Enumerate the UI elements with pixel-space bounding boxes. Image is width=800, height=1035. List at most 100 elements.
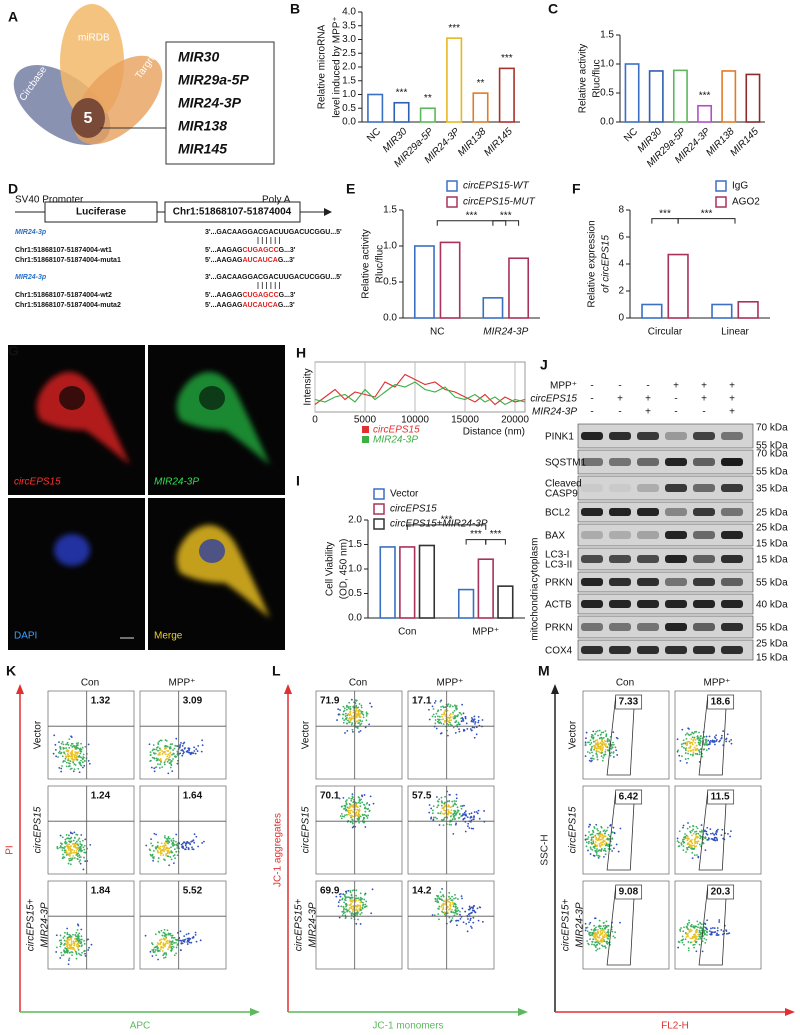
event-dot: [604, 847, 606, 850]
event-dot: [612, 935, 615, 938]
event-dot: [587, 849, 589, 852]
event-dot: [186, 943, 189, 945]
event-dot: [585, 731, 588, 734]
event-dot: [68, 957, 71, 960]
event-dot: [458, 816, 461, 819]
event-dot: [472, 916, 475, 919]
event-dot: [449, 705, 451, 708]
event-dot: [456, 924, 458, 927]
event-dot: [599, 748, 602, 751]
condition-sign: -: [590, 407, 593, 418]
event-dot: [592, 840, 595, 843]
event-dot: [690, 738, 693, 740]
x-tick-label: MPP⁺: [472, 627, 499, 638]
event-dot: [442, 824, 445, 827]
event-dot: [705, 830, 708, 833]
event-dot: [701, 830, 704, 833]
x-tick-label: MIR24-3P: [483, 327, 528, 338]
event-dot: [441, 887, 443, 890]
event-dot: [600, 838, 603, 841]
event-dot: [708, 741, 711, 743]
event-dot: [160, 938, 163, 941]
event-dot: [596, 756, 599, 758]
event-dot: [63, 950, 66, 953]
event-dot: [57, 756, 59, 758]
event-dot: [677, 749, 679, 752]
event-dot: [70, 836, 73, 839]
event-dot: [471, 719, 473, 722]
event-dot: [66, 753, 69, 756]
event-dot: [355, 708, 358, 710]
event-dot: [449, 806, 452, 809]
event-dot: [704, 829, 706, 832]
event-dot: [697, 736, 700, 739]
event-dot: [463, 729, 466, 732]
panel-label: A: [8, 9, 18, 25]
sequence-part: G...3': [278, 257, 295, 264]
event-dot: [156, 947, 159, 950]
mirna-name: MIR30: [178, 49, 219, 65]
event-dot: [448, 805, 450, 807]
event-dot: [698, 753, 701, 756]
event-dot: [186, 751, 189, 753]
event-dot: [350, 798, 353, 800]
kda-marker: 25 kDa: [756, 639, 788, 650]
event-dot: [698, 931, 701, 934]
event-dot: [68, 852, 70, 855]
event-dot: [604, 753, 607, 756]
event-dot: [474, 722, 476, 725]
event-dot: [152, 744, 155, 746]
event-dot: [683, 943, 685, 946]
event-dot: [692, 748, 695, 751]
event-dot: [589, 934, 591, 937]
event-dot: [462, 712, 465, 715]
band: [581, 555, 603, 563]
event-dot: [462, 817, 465, 820]
fraction-label: mitochondria: [530, 583, 541, 641]
event-dot: [608, 838, 611, 840]
event-dot: [169, 766, 172, 769]
event-dot: [603, 755, 605, 757]
event-dot: [194, 933, 197, 936]
event-dot: [75, 833, 78, 836]
event-dot: [589, 739, 592, 742]
event-dot: [154, 752, 157, 755]
event-dot: [599, 733, 602, 736]
event-dot: [170, 941, 173, 944]
event-dot: [679, 760, 682, 762]
event-dot: [437, 812, 440, 815]
event-dot: [62, 937, 65, 939]
event-dot: [371, 888, 374, 891]
event-dot: [599, 925, 602, 928]
sequence-part: 5'...AAGAG: [205, 257, 243, 264]
event-dot: [186, 939, 189, 942]
event-dot: [452, 813, 455, 816]
y-axis-label: Rluc/fluc: [375, 245, 386, 283]
protein-label: PINK1: [545, 432, 574, 443]
event-dot: [447, 809, 450, 811]
event-dot: [463, 804, 465, 807]
event-dot: [351, 819, 354, 821]
band: [693, 458, 715, 466]
event-dot: [344, 917, 347, 920]
gate-percentage: 20.3: [711, 887, 731, 898]
event-dot: [344, 800, 347, 803]
event-dot: [163, 944, 166, 947]
event-dot: [603, 753, 606, 756]
event-dot: [163, 835, 166, 837]
event-dot: [693, 736, 696, 739]
event-dot: [158, 939, 161, 942]
event-dot: [604, 743, 606, 746]
event-dot: [193, 833, 196, 836]
event-dot: [172, 946, 175, 948]
event-dot: [611, 746, 614, 749]
event-dot: [359, 730, 362, 732]
event-dot: [72, 942, 75, 944]
event-dot: [601, 749, 604, 752]
event-dot: [477, 716, 480, 718]
event-dot: [677, 940, 680, 943]
event-dot: [458, 730, 461, 733]
y-axis-label: level induced by MPP⁺: [332, 16, 343, 117]
event-dot: [696, 827, 699, 830]
event-dot: [341, 805, 343, 808]
